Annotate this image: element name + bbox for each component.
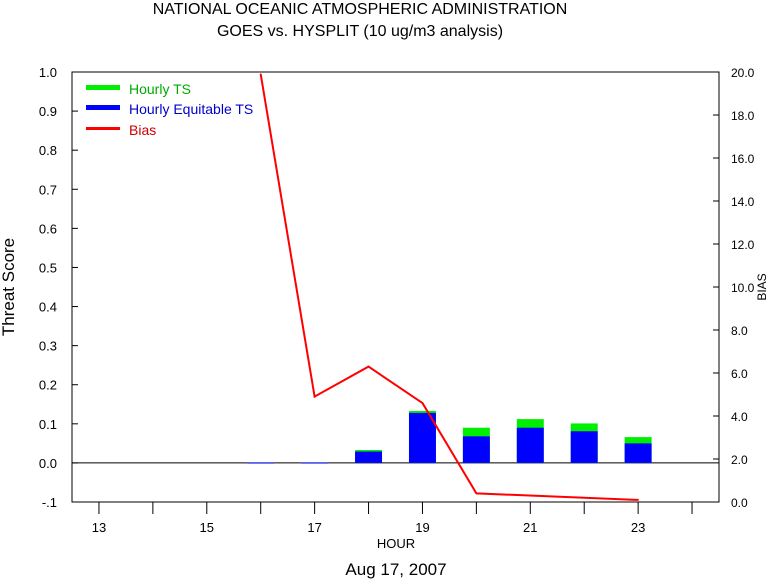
legend: Hourly TS Hourly Equitable TS Bias xyxy=(86,81,253,138)
x-tick-label: 17 xyxy=(307,520,321,535)
legend-swatch-bias xyxy=(86,127,120,130)
y-tick-label: 0.1 xyxy=(39,417,57,432)
y2-axis-label: BIAS xyxy=(755,273,767,300)
y2-tick-label: 12.0 xyxy=(731,238,755,252)
y2-tick-label: 14.0 xyxy=(731,195,755,209)
legend-label-ets: Hourly Equitable TS xyxy=(129,101,253,117)
x-axis-label: HOUR xyxy=(377,536,415,551)
y2-tick-label: 8.0 xyxy=(731,324,748,338)
bias-point xyxy=(421,402,424,404)
y-tick-label: 0.3 xyxy=(39,339,57,354)
bias-series xyxy=(259,73,639,501)
y-tick-label: 0.5 xyxy=(39,260,57,275)
y-tick-label: 0.6 xyxy=(39,221,57,236)
y2-tick-label: 20.0 xyxy=(731,66,755,80)
bar-ets xyxy=(408,412,436,463)
bar-ets xyxy=(355,451,383,463)
right-axis: 20.0 18.0 16.0 14.0 12.0 10.0 8.0 6.0 4.0 2.0 0.0 xyxy=(713,66,755,510)
y-tick-label: 0.8 xyxy=(39,143,57,158)
bar-ets xyxy=(462,436,490,463)
y2-tick-label: 0.0 xyxy=(731,496,748,510)
chart-subtitle: GOES vs. HYSPLIT (10 ug/m3 analysis) xyxy=(217,23,503,40)
y-axis-label: Threat Score xyxy=(0,238,18,336)
y2-tick-label: 18.0 xyxy=(731,109,755,123)
bar-ets xyxy=(301,462,329,464)
bar-ets xyxy=(247,462,275,464)
bias-point xyxy=(313,395,316,398)
y-tick-label: 0.0 xyxy=(39,456,57,471)
legend-label-ts: Hourly TS xyxy=(129,81,191,97)
x-tick-label: 19 xyxy=(415,520,429,535)
chart-title: NATIONAL OCEANIC ATMOSPHERIC ADMINISTRAT… xyxy=(153,1,568,18)
bias-point xyxy=(259,73,262,75)
bar-ets xyxy=(570,431,598,463)
y2-tick-label: 4.0 xyxy=(731,410,748,424)
y2-tick-label: 2.0 xyxy=(731,453,748,467)
x-tick-label: 23 xyxy=(631,520,645,535)
x-tick-label: 15 xyxy=(200,520,214,535)
legend-label-bias: Bias xyxy=(129,122,156,138)
legend-swatch-ets xyxy=(86,105,120,110)
y-tick-label: 0.4 xyxy=(39,300,57,315)
left-axis: 1.0 0.9 0.8 0.7 0.6 0.5 0.4 0.3 0.2 0.1 0.0 -.1 xyxy=(39,65,78,510)
x-axis: 13 15 17 19 21 23 xyxy=(92,502,693,535)
y-tick-label: 1.0 xyxy=(39,65,57,80)
y-tick-label: 0.7 xyxy=(39,182,57,197)
bias-point xyxy=(475,492,478,495)
y2-tick-label: 16.0 xyxy=(731,152,755,166)
y2-tick-label: 6.0 xyxy=(731,367,748,381)
bias-point xyxy=(637,499,639,501)
bar-ets xyxy=(624,443,652,463)
bar-series xyxy=(247,410,652,464)
date-label: Aug 17, 2007 xyxy=(345,560,446,579)
x-tick-label: 21 xyxy=(523,520,537,535)
y-tick-label: 0.2 xyxy=(39,378,57,393)
bias-point xyxy=(367,365,370,368)
bias-line xyxy=(259,74,639,501)
bar-ets xyxy=(516,427,544,463)
legend-swatch-ts xyxy=(86,85,120,90)
plot-area xyxy=(71,71,720,503)
y-tick-label: 0.9 xyxy=(39,104,57,119)
y-tick-label: -.1 xyxy=(42,495,57,510)
y2-tick-label: 10.0 xyxy=(731,281,755,295)
plot-border xyxy=(71,71,720,503)
x-tick-label: 13 xyxy=(92,520,106,535)
